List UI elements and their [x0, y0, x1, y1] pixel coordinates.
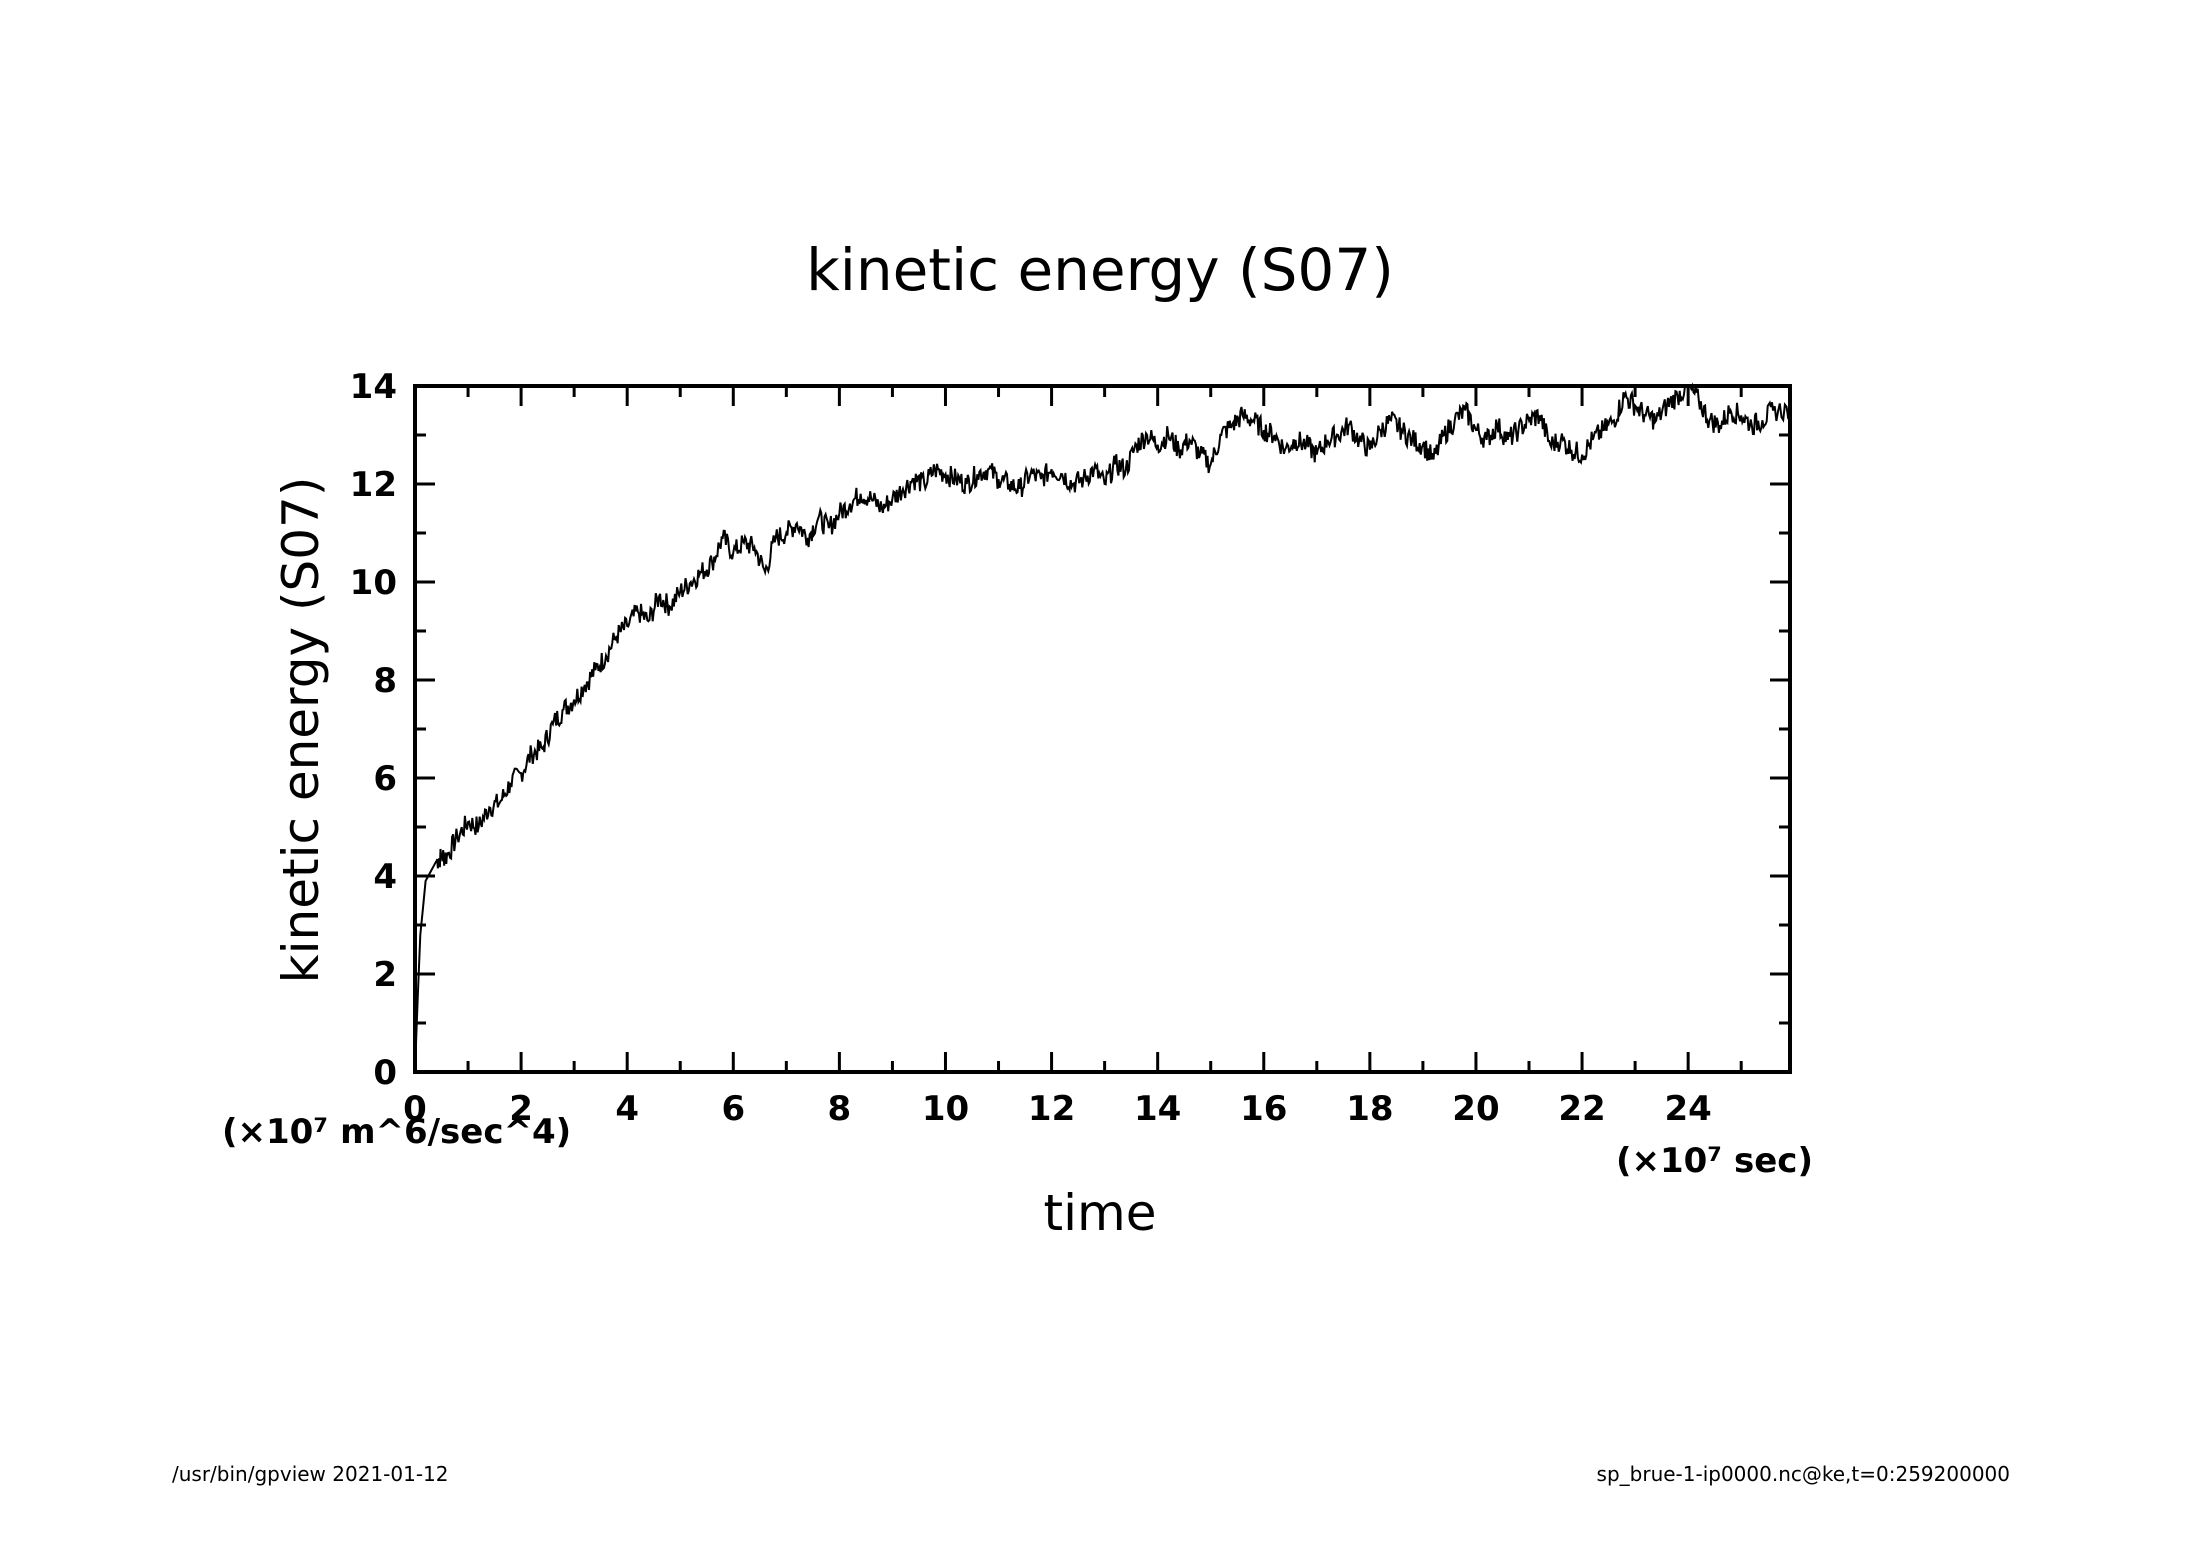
y-tick-label: 0: [373, 1053, 397, 1093]
y-tick-label: 12: [350, 465, 397, 505]
y-tick-label: 14: [350, 367, 397, 407]
x-axis-unit: (×10⁷ sec): [1616, 1141, 1813, 1181]
x-tick-label: 16: [1240, 1089, 1287, 1129]
x-tick-label: 10: [922, 1089, 969, 1129]
y-tick-label: 10: [350, 563, 397, 603]
x-tick-label: 24: [1664, 1089, 1711, 1129]
y-axis-label: kinetic energy (S07): [272, 477, 330, 984]
footer-left: /usr/bin/gpview 2021-01-12: [172, 1462, 449, 1486]
plot-area-border: [413, 384, 1792, 1074]
plot-frame: [413, 384, 1792, 1074]
x-tick-label: 4: [615, 1089, 639, 1129]
x-tick-labels: 0 2 4 6 8 10 12 14 16 18 20 22 24: [403, 1089, 1712, 1129]
x-tick-label: 8: [828, 1089, 852, 1129]
x-tick-label: 2: [509, 1089, 533, 1129]
x-tick-label: 12: [1028, 1089, 1075, 1129]
y-tick-label: 8: [373, 661, 397, 701]
x-tick-label: 0: [403, 1089, 427, 1129]
chart-title: kinetic energy (S07): [806, 236, 1394, 304]
x-tick-label: 22: [1558, 1089, 1605, 1129]
footer-right: sp_brue-1-ip0000.nc@ke,t=0:259200000: [1597, 1462, 2010, 1486]
y-tick-labels: 0 2 4 6 8 10 12 14: [350, 367, 397, 1093]
y-axis-unit: (×10⁷ m^6/sec^4): [222, 1112, 571, 1152]
series-line: [414, 382, 1791, 1073]
axis-ticks: [413, 384, 1790, 1074]
x-tick-label: 18: [1346, 1089, 1393, 1129]
x-tick-label: 6: [721, 1089, 745, 1129]
x-tick-label: 14: [1134, 1089, 1181, 1129]
y-tick-label: 6: [373, 759, 397, 799]
y-tick-label: 4: [373, 857, 397, 897]
x-axis-label: time: [1044, 1184, 1157, 1242]
y-tick-label: 2: [373, 955, 397, 995]
x-tick-label: 20: [1452, 1089, 1499, 1129]
